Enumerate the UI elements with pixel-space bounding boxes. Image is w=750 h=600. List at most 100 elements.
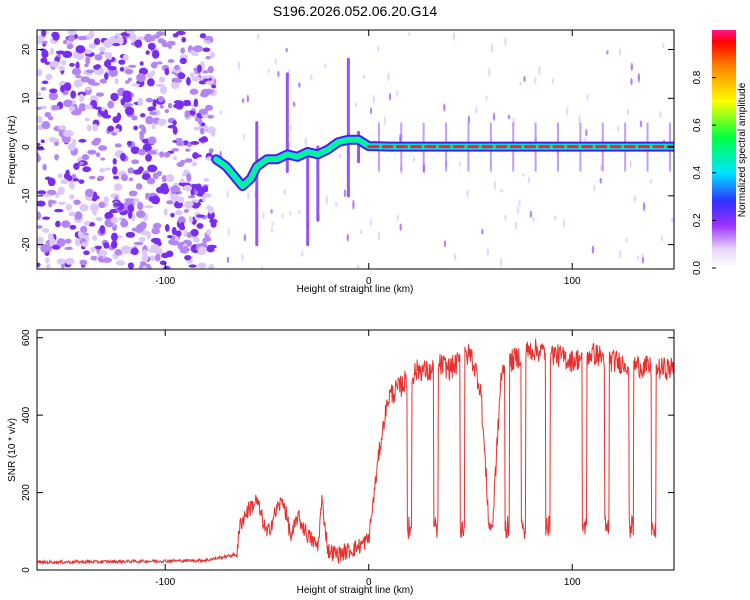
snr-x-ticks: -100 0 100	[155, 330, 581, 588]
noise-blob	[207, 65, 214, 74]
noise-blob	[118, 59, 126, 65]
noise-blob	[324, 63, 327, 68]
noise-blob	[136, 201, 144, 211]
noise-blob	[110, 240, 118, 249]
noise-blob	[75, 75, 82, 79]
noise-blob	[85, 69, 95, 74]
noise-blob	[112, 43, 121, 47]
noise-blob	[65, 203, 73, 211]
noise-blob	[346, 233, 349, 242]
noise-blob	[629, 160, 632, 169]
noise-blob	[593, 184, 596, 192]
noise-blob	[127, 167, 135, 174]
noise-blob	[642, 201, 646, 212]
noise-blob	[190, 228, 199, 237]
noise-blob	[37, 91, 42, 97]
noise-blob	[136, 73, 146, 83]
noise-blob	[618, 47, 622, 56]
noise-blob	[100, 157, 106, 161]
noise-blob	[78, 103, 87, 112]
colorbar-label: Normalized spectral amplitude	[737, 82, 748, 217]
noise-blob	[67, 143, 76, 152]
noise-blob	[125, 231, 136, 238]
y-tick-label: 0	[21, 144, 32, 150]
noise-blob	[443, 240, 447, 248]
noise-blob	[131, 227, 141, 232]
colorbar-tick-label: 0.2	[692, 213, 703, 227]
noise-blob	[183, 184, 192, 192]
x-tick-label: 0	[366, 276, 372, 287]
noise-blob	[262, 211, 265, 219]
noise-blob	[181, 36, 187, 43]
noise-blob	[93, 37, 101, 45]
noise-blob	[584, 137, 587, 142]
noise-blob	[164, 67, 170, 76]
noise-blob	[338, 153, 341, 159]
noise-blob	[662, 42, 665, 49]
noise-blob	[626, 108, 630, 116]
noise-blob	[145, 97, 154, 103]
noise-blob	[522, 172, 525, 177]
noise-blob	[91, 139, 100, 146]
noise-blob	[586, 93, 589, 101]
noise-blob	[131, 115, 138, 121]
noise-blob	[104, 211, 114, 220]
noise-blob	[40, 86, 47, 91]
noise-blob	[147, 42, 156, 51]
noise-blob	[362, 74, 366, 79]
noise-blob	[114, 248, 123, 256]
noise-blob	[182, 246, 189, 254]
noise-blob	[591, 245, 595, 254]
noise-blob	[89, 203, 99, 213]
noise-blob	[44, 257, 50, 264]
noise-blob	[37, 106, 43, 111]
noise-blob	[99, 78, 108, 84]
noise-blob	[147, 164, 158, 173]
noise-blob	[490, 43, 493, 54]
heatmap-plot-area	[37, 30, 674, 269]
noise-blob	[161, 175, 168, 183]
noise-blob	[288, 141, 291, 148]
noise-blob	[95, 216, 103, 222]
noise-blob	[199, 127, 205, 135]
noise-blob	[73, 162, 80, 171]
noise-blob	[94, 245, 102, 250]
noise-blob	[139, 61, 144, 66]
snr-series-line	[37, 338, 674, 566]
noise-blob	[154, 253, 161, 262]
noise-blob	[298, 82, 301, 88]
noise-blob	[453, 253, 457, 261]
noise-blob	[184, 158, 193, 163]
noise-blob	[171, 147, 180, 152]
noise-blob	[73, 199, 81, 205]
noise-blob	[200, 136, 208, 142]
noise-blob	[408, 32, 411, 37]
noise-blob	[77, 35, 88, 41]
noise-blob	[100, 106, 106, 112]
noise-blob	[37, 262, 41, 268]
noise-blob	[75, 45, 86, 54]
noise-blob	[133, 241, 144, 246]
noise-blob	[636, 255, 640, 260]
noise-blob	[202, 237, 208, 244]
noise-blob	[116, 235, 123, 239]
noise-blob	[68, 211, 76, 217]
noise-blob	[412, 157, 416, 162]
snr-panel: -100 0 100 0 200 400 600 Height of straight l…	[7, 329, 675, 596]
noise-blob	[58, 65, 65, 71]
noise-blob	[198, 80, 207, 85]
noise-blob	[396, 214, 399, 222]
noise-blob	[72, 178, 80, 182]
noise-blob	[298, 209, 301, 215]
noise-blob	[121, 218, 127, 225]
noise-blob	[529, 210, 533, 218]
noise-blob	[172, 126, 178, 135]
noise-blob	[60, 220, 71, 228]
noise-blob	[659, 110, 662, 119]
noise-blob	[51, 104, 60, 111]
noise-blob	[118, 217, 123, 221]
noise-blob	[56, 238, 66, 247]
noise-blob	[202, 47, 211, 52]
noise-blob	[519, 81, 522, 86]
noise-blob	[70, 90, 77, 99]
